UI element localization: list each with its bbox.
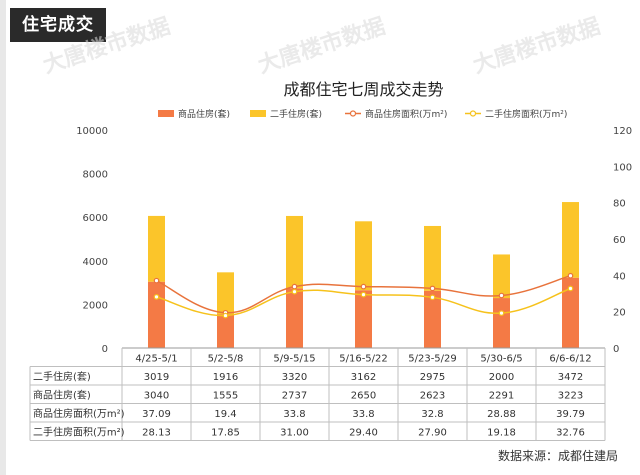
table-cell: 2975	[420, 372, 445, 383]
y-right-tick-label: 100	[613, 162, 632, 173]
line-second-area-point	[153, 294, 160, 300]
y-left-tick-label: 8000	[83, 170, 108, 181]
bar-new-home	[493, 298, 510, 348]
section-tag: 住宅成交	[10, 8, 106, 42]
table-cell: 3040	[144, 391, 169, 402]
chart-title: 成都住宅七周成交走势	[283, 80, 443, 99]
table-cell: 2291	[489, 391, 514, 402]
table-row-label: 商品住房面积(万m²)	[33, 407, 125, 420]
y-right-tick-label: 60	[613, 235, 626, 246]
table-cell: 27.90	[418, 428, 447, 439]
x-category-label: 5/30-6/5	[480, 354, 522, 365]
bar-second-home	[424, 225, 441, 291]
table-cell: 3320	[282, 372, 307, 383]
line-second-area-point	[567, 285, 574, 292]
legend-label: 商品住房(套)	[178, 108, 230, 120]
line-new-area-point	[567, 272, 574, 279]
line-second-area-point	[291, 288, 298, 295]
table-cell: 2650	[351, 391, 376, 402]
legend-swatch	[158, 110, 174, 117]
table-cell: 2623	[420, 391, 445, 402]
table-cell: 32.8	[421, 409, 443, 420]
table-cell: 3472	[558, 372, 583, 383]
bar-second-home	[286, 215, 303, 289]
table-cell: 1555	[213, 391, 238, 402]
table-cell: 37.09	[142, 409, 171, 420]
y-right-tick-label: 40	[613, 271, 626, 282]
y-left-tick-label: 2000	[83, 300, 108, 311]
line-second-area-point	[498, 310, 505, 316]
legend-marker	[349, 110, 357, 117]
bar-new-home	[562, 277, 579, 348]
line-second-area-point	[429, 294, 436, 301]
line-new-area-point	[291, 283, 298, 290]
bar-new-home	[355, 290, 372, 348]
bar-new-home	[424, 290, 441, 348]
table-cell: 19.18	[487, 428, 516, 439]
table-cell: 2000	[489, 372, 514, 383]
y-right-tick-label: 20	[613, 308, 626, 319]
legend-label: 二手住房面积(万m²)	[485, 108, 567, 120]
table-row-label: 二手住房面积(万m²)	[33, 426, 125, 439]
line-second-area-point	[222, 312, 229, 319]
y-left-tick-label: 0	[102, 344, 108, 355]
legend-marker	[469, 110, 477, 117]
bar-second-home	[148, 215, 165, 282]
y-left-tick-label: 6000	[83, 213, 108, 224]
table-cell: 17.85	[211, 428, 240, 439]
left-stripe	[0, 0, 6, 475]
y-left-tick-label: 10000	[76, 126, 108, 137]
table-row-label: 商品住房(套)	[33, 389, 91, 402]
bar-second-home	[217, 272, 234, 315]
y-right-tick-label: 0	[613, 344, 619, 355]
y-right-tick-label: 80	[613, 199, 626, 210]
x-category-label: 5/16-5/22	[339, 354, 388, 365]
x-category-label: 5/23-5/29	[408, 354, 457, 365]
bar-new-home	[217, 314, 234, 348]
bar-second-home	[355, 221, 372, 291]
table-cell: 3223	[558, 391, 583, 402]
y-left-tick-label: 4000	[83, 257, 108, 268]
table-cell: 3019	[144, 372, 169, 383]
x-category-label: 4/25-5/1	[135, 354, 177, 365]
table-cell: 31.00	[280, 428, 309, 439]
bar-new-home	[286, 288, 303, 348]
table-cell: 32.76	[556, 428, 585, 439]
table-cell: 2737	[282, 391, 307, 402]
bar-second-home	[562, 202, 579, 278]
legend-label: 二手住房(套)	[270, 108, 322, 120]
legend-label: 商品住房面积(万m²)	[365, 108, 447, 120]
table-cell: 3162	[351, 372, 376, 383]
x-category-label: 5/2-5/8	[208, 354, 244, 365]
x-category-label: 6/6-6/12	[549, 354, 591, 365]
table-cell: 28.88	[487, 409, 516, 420]
table-cell: 39.79	[556, 409, 585, 420]
line-second-area-point	[360, 291, 367, 298]
bar-second-home	[493, 254, 510, 299]
line-new-area-point	[429, 285, 436, 292]
table-cell: 29.40	[349, 428, 378, 439]
line-new-area-point	[360, 283, 367, 290]
legend-swatch	[250, 110, 266, 117]
line-new-area-point	[498, 292, 505, 299]
table-cell: 33.8	[352, 409, 374, 420]
table-cell: 33.8	[283, 409, 305, 420]
x-category-label: 5/9-5/15	[273, 354, 315, 365]
bar-new-home	[148, 281, 165, 348]
y-right-tick-label: 120	[613, 126, 632, 137]
line-new-area-point	[153, 277, 160, 284]
table-cell: 28.13	[142, 428, 171, 439]
table-row-label: 二手住房(套)	[33, 370, 91, 383]
table-cell: 1916	[213, 372, 238, 383]
table-cell: 19.4	[214, 409, 236, 420]
data-source: 数据来源：成都住建局	[497, 449, 618, 463]
